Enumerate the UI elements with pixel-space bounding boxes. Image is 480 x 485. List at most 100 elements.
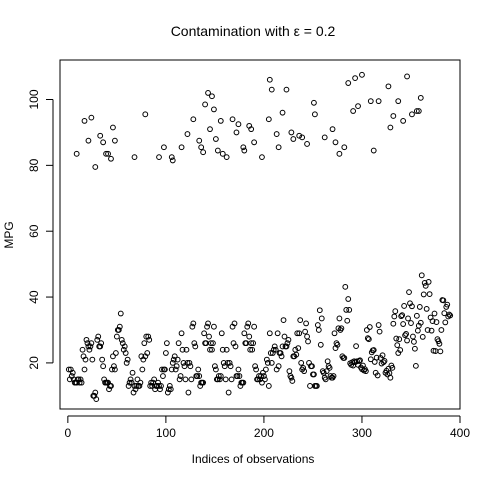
data-point [197, 138, 202, 143]
data-point [325, 359, 330, 364]
data-point [432, 311, 437, 316]
data-point [253, 364, 258, 369]
data-point [236, 122, 241, 127]
points-layer [66, 72, 452, 401]
data-point [186, 390, 191, 395]
data-point [140, 367, 145, 372]
data-point [82, 367, 87, 372]
data-point [157, 155, 162, 160]
data-point [213, 364, 218, 369]
data-point [410, 112, 415, 117]
data-point [111, 125, 116, 130]
data-point [388, 125, 393, 130]
data-point [413, 363, 418, 368]
data-point [364, 328, 369, 333]
data-point [299, 361, 304, 366]
data-point [391, 114, 396, 119]
data-point [439, 328, 444, 333]
data-point [330, 127, 335, 132]
data-point [406, 316, 411, 321]
data-point [298, 318, 303, 323]
data-point [100, 357, 105, 362]
data-point [356, 104, 361, 109]
y-axis: 20406080100 [27, 89, 53, 369]
data-point [164, 341, 169, 346]
data-point [161, 374, 166, 379]
data-point [319, 316, 324, 321]
data-point [351, 109, 356, 114]
data-point [218, 119, 223, 124]
data-point [281, 318, 286, 323]
data-point [316, 328, 321, 333]
data-point [290, 379, 295, 384]
data-point [247, 334, 252, 339]
data-point [246, 321, 251, 326]
data-point [405, 74, 410, 79]
data-point [386, 84, 391, 89]
data-point [413, 346, 418, 351]
data-point [332, 331, 337, 336]
data-point [84, 337, 89, 342]
data-point [305, 142, 310, 147]
data-point [393, 309, 398, 314]
data-point [376, 99, 381, 104]
data-point [346, 81, 351, 86]
data-point [213, 367, 218, 372]
x-axis-title: Indices of observations [192, 452, 315, 466]
x-tick-label: 300 [352, 426, 372, 440]
data-point [196, 367, 201, 372]
data-point [245, 324, 250, 329]
y-axis-title: MPG [2, 221, 16, 248]
data-point [118, 311, 123, 316]
data-point [170, 158, 175, 163]
data-point [82, 119, 87, 124]
data-point [206, 321, 211, 326]
data-point [223, 377, 228, 382]
data-point [392, 314, 397, 319]
data-point [93, 165, 98, 170]
data-point [315, 323, 320, 328]
data-point [252, 140, 257, 145]
data-point [397, 337, 402, 342]
data-point [269, 87, 274, 92]
data-point [414, 313, 419, 318]
data-point [96, 334, 101, 339]
data-point [368, 99, 373, 104]
data-point [411, 334, 416, 339]
data-point [130, 370, 135, 375]
data-point [213, 137, 218, 142]
data-point [219, 331, 224, 336]
data-point [305, 334, 310, 339]
data-point [183, 377, 188, 382]
data-point [113, 351, 118, 356]
data-point [402, 304, 407, 309]
data-point [158, 387, 163, 392]
data-point [276, 145, 281, 150]
data-point [263, 367, 268, 372]
data-point [252, 324, 257, 329]
data-point [89, 115, 94, 120]
x-tick-label: 100 [156, 426, 176, 440]
data-point [438, 349, 443, 354]
data-point [132, 155, 137, 160]
data-point [210, 94, 215, 99]
data-point [190, 324, 195, 329]
data-point [342, 145, 347, 150]
data-point [179, 331, 184, 336]
data-point [267, 331, 272, 336]
data-point [345, 318, 350, 323]
data-point [86, 138, 91, 143]
data-point [74, 151, 79, 156]
x-tick-label: 400 [450, 426, 470, 440]
data-point [189, 377, 194, 382]
data-point [420, 335, 425, 340]
data-point [388, 375, 393, 380]
data-point [162, 145, 167, 150]
data-point [119, 337, 124, 342]
data-point [128, 377, 133, 382]
data-point [404, 332, 409, 337]
data-point [188, 364, 193, 369]
data-point [417, 305, 422, 310]
data-point [346, 297, 351, 302]
